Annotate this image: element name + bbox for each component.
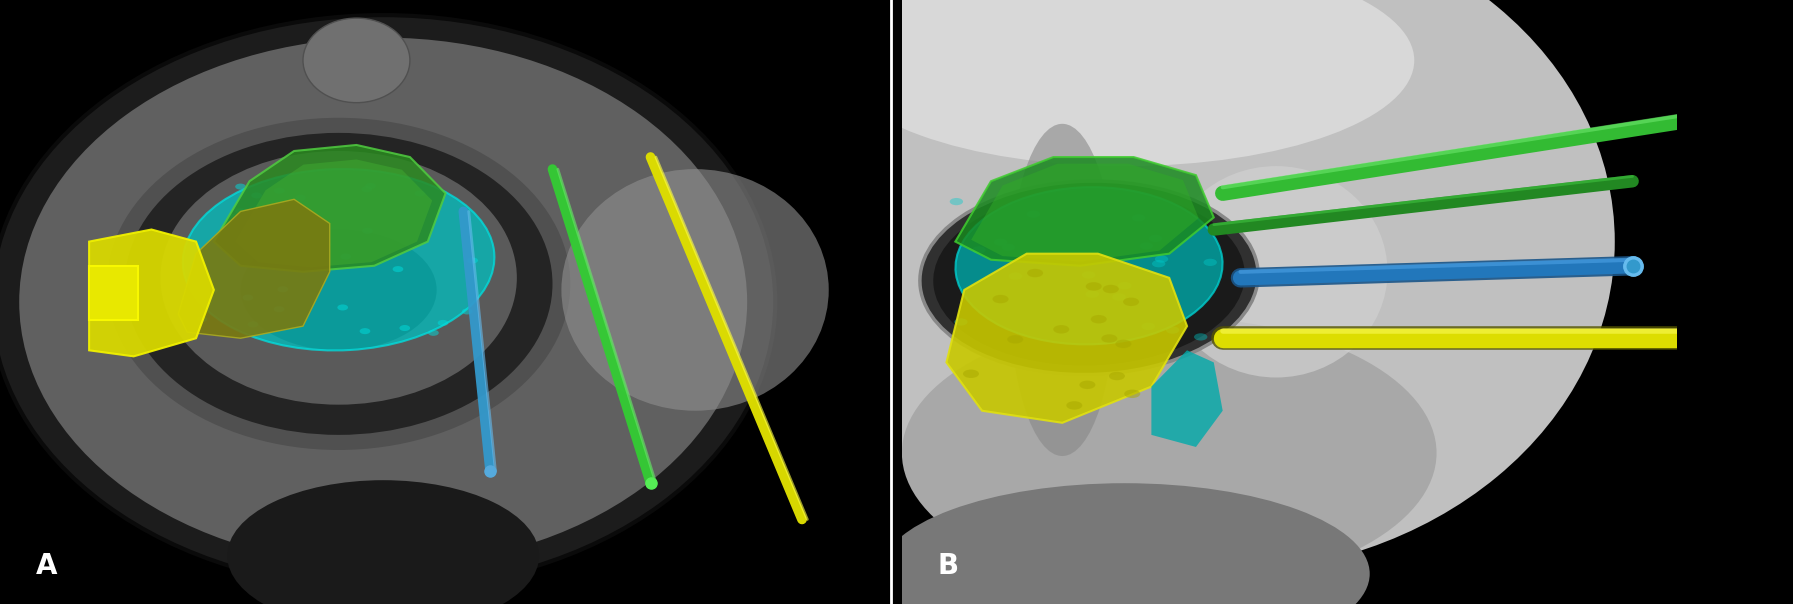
Ellipse shape (18, 36, 748, 568)
Ellipse shape (1124, 390, 1140, 398)
Ellipse shape (963, 370, 979, 378)
Ellipse shape (303, 18, 411, 103)
Ellipse shape (954, 318, 968, 326)
Ellipse shape (463, 309, 473, 315)
Ellipse shape (1081, 271, 1096, 278)
Ellipse shape (160, 151, 516, 405)
Ellipse shape (274, 306, 285, 312)
Ellipse shape (1027, 211, 1040, 218)
Ellipse shape (836, 0, 1415, 166)
Ellipse shape (208, 288, 219, 294)
Ellipse shape (337, 304, 348, 310)
Ellipse shape (278, 286, 289, 292)
Ellipse shape (1087, 282, 1101, 291)
Ellipse shape (235, 208, 246, 214)
Text: A: A (36, 552, 57, 580)
Ellipse shape (400, 325, 411, 331)
Polygon shape (235, 159, 432, 267)
Polygon shape (213, 145, 445, 272)
Ellipse shape (993, 295, 1008, 303)
Ellipse shape (1112, 294, 1126, 301)
Ellipse shape (1194, 333, 1207, 341)
Ellipse shape (1085, 291, 1099, 298)
Ellipse shape (1119, 282, 1131, 289)
Ellipse shape (1149, 235, 1162, 242)
Ellipse shape (126, 133, 552, 435)
Ellipse shape (242, 295, 253, 301)
Bar (1676, 0, 1793, 604)
Ellipse shape (561, 169, 828, 411)
Ellipse shape (341, 254, 351, 260)
Ellipse shape (298, 240, 308, 246)
Ellipse shape (183, 169, 495, 350)
Ellipse shape (1142, 323, 1155, 330)
Ellipse shape (1131, 214, 1146, 222)
Ellipse shape (956, 187, 1223, 344)
Ellipse shape (1027, 269, 1044, 277)
Ellipse shape (321, 242, 332, 248)
Ellipse shape (235, 184, 246, 190)
Ellipse shape (1165, 326, 1180, 333)
Ellipse shape (932, 190, 1244, 365)
Ellipse shape (1103, 285, 1119, 294)
Ellipse shape (393, 266, 403, 272)
Ellipse shape (1155, 255, 1169, 263)
Ellipse shape (950, 198, 963, 205)
Ellipse shape (362, 186, 373, 192)
Ellipse shape (414, 190, 425, 196)
Ellipse shape (108, 118, 570, 450)
Ellipse shape (314, 249, 325, 255)
Polygon shape (956, 157, 1214, 266)
Ellipse shape (1165, 166, 1388, 378)
Ellipse shape (429, 330, 439, 336)
Ellipse shape (274, 188, 285, 194)
FancyBboxPatch shape (90, 266, 138, 320)
Polygon shape (947, 254, 1187, 423)
Text: B: B (938, 552, 959, 580)
Polygon shape (90, 230, 213, 356)
Ellipse shape (247, 321, 258, 327)
Ellipse shape (902, 317, 1436, 589)
Ellipse shape (1203, 259, 1217, 266)
Ellipse shape (251, 193, 262, 199)
Ellipse shape (366, 183, 377, 189)
Ellipse shape (362, 228, 373, 234)
Ellipse shape (1009, 124, 1115, 456)
Ellipse shape (360, 328, 371, 334)
Ellipse shape (1108, 372, 1124, 381)
Ellipse shape (231, 213, 242, 219)
Ellipse shape (228, 480, 540, 604)
Ellipse shape (1115, 339, 1131, 348)
Ellipse shape (972, 246, 986, 254)
Ellipse shape (1079, 381, 1096, 389)
Ellipse shape (1067, 401, 1083, 410)
Ellipse shape (1151, 260, 1165, 268)
Polygon shape (178, 199, 330, 338)
Polygon shape (1151, 350, 1223, 447)
Ellipse shape (204, 284, 215, 290)
Ellipse shape (1140, 242, 1153, 249)
Ellipse shape (296, 194, 307, 201)
Ellipse shape (880, 483, 1370, 604)
Ellipse shape (1122, 298, 1139, 306)
Ellipse shape (1008, 335, 1024, 344)
Ellipse shape (197, 316, 208, 322)
Ellipse shape (1009, 272, 1022, 280)
Ellipse shape (437, 320, 448, 326)
Ellipse shape (812, 0, 1615, 574)
Ellipse shape (240, 230, 437, 350)
Ellipse shape (1002, 243, 1015, 251)
Ellipse shape (1101, 334, 1117, 342)
Ellipse shape (0, 15, 775, 589)
Ellipse shape (1090, 315, 1106, 323)
Ellipse shape (993, 239, 1008, 246)
Ellipse shape (468, 257, 479, 263)
Ellipse shape (1052, 325, 1069, 333)
Polygon shape (972, 164, 1200, 262)
Ellipse shape (244, 231, 253, 237)
Ellipse shape (920, 181, 1259, 374)
